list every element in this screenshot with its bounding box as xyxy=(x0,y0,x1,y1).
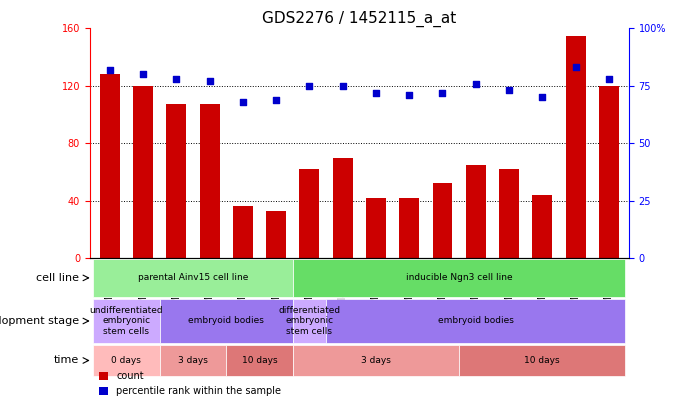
Bar xyxy=(433,183,453,258)
Bar xyxy=(599,86,619,258)
Bar xyxy=(299,169,319,258)
Bar xyxy=(266,211,286,258)
Text: undifferentiated
embryonic
stem cells: undifferentiated embryonic stem cells xyxy=(90,306,163,336)
Title: GDS2276 / 1452115_a_at: GDS2276 / 1452115_a_at xyxy=(262,11,457,27)
Text: parental Ainv15 cell line: parental Ainv15 cell line xyxy=(138,273,248,282)
FancyBboxPatch shape xyxy=(459,345,625,376)
FancyBboxPatch shape xyxy=(93,298,160,343)
Legend: count, percentile rank within the sample: count, percentile rank within the sample xyxy=(95,367,285,400)
FancyBboxPatch shape xyxy=(160,345,226,376)
FancyBboxPatch shape xyxy=(93,345,160,376)
FancyBboxPatch shape xyxy=(293,298,326,343)
Bar xyxy=(399,198,419,258)
Point xyxy=(204,78,215,85)
Point xyxy=(504,87,515,94)
Bar xyxy=(167,104,187,258)
Bar xyxy=(566,36,585,258)
Point xyxy=(304,83,315,89)
Point xyxy=(237,99,248,105)
Text: development stage: development stage xyxy=(0,316,79,326)
FancyBboxPatch shape xyxy=(160,298,293,343)
Point xyxy=(471,80,482,87)
Point xyxy=(570,64,581,70)
FancyBboxPatch shape xyxy=(93,259,293,297)
Point xyxy=(370,90,381,96)
Point xyxy=(404,92,415,98)
Point xyxy=(171,76,182,82)
Bar xyxy=(332,158,352,258)
Bar xyxy=(532,195,552,258)
Point xyxy=(537,94,548,100)
Text: time: time xyxy=(54,356,79,365)
FancyBboxPatch shape xyxy=(326,298,625,343)
Text: cell line: cell line xyxy=(36,273,79,283)
Text: differentiated
embryonic
stem cells: differentiated embryonic stem cells xyxy=(278,306,341,336)
Bar xyxy=(133,86,153,258)
Point xyxy=(271,96,282,103)
FancyBboxPatch shape xyxy=(293,259,625,297)
Bar xyxy=(499,169,519,258)
Text: 0 days: 0 days xyxy=(111,356,142,365)
Bar xyxy=(466,165,486,258)
Text: 3 days: 3 days xyxy=(361,356,391,365)
Point xyxy=(437,90,448,96)
Point xyxy=(138,71,149,77)
Text: embryoid bodies: embryoid bodies xyxy=(438,316,513,326)
FancyBboxPatch shape xyxy=(226,345,293,376)
Text: 10 days: 10 days xyxy=(524,356,560,365)
Text: inducible Ngn3 cell line: inducible Ngn3 cell line xyxy=(406,273,513,282)
Bar xyxy=(233,207,253,258)
Point xyxy=(337,83,348,89)
Text: 10 days: 10 days xyxy=(242,356,277,365)
Bar xyxy=(100,74,120,258)
Bar xyxy=(200,104,220,258)
Point xyxy=(603,76,614,82)
Text: 3 days: 3 days xyxy=(178,356,208,365)
FancyBboxPatch shape xyxy=(293,345,459,376)
Text: embryoid bodies: embryoid bodies xyxy=(189,316,264,326)
Bar xyxy=(366,198,386,258)
Point xyxy=(104,66,115,73)
